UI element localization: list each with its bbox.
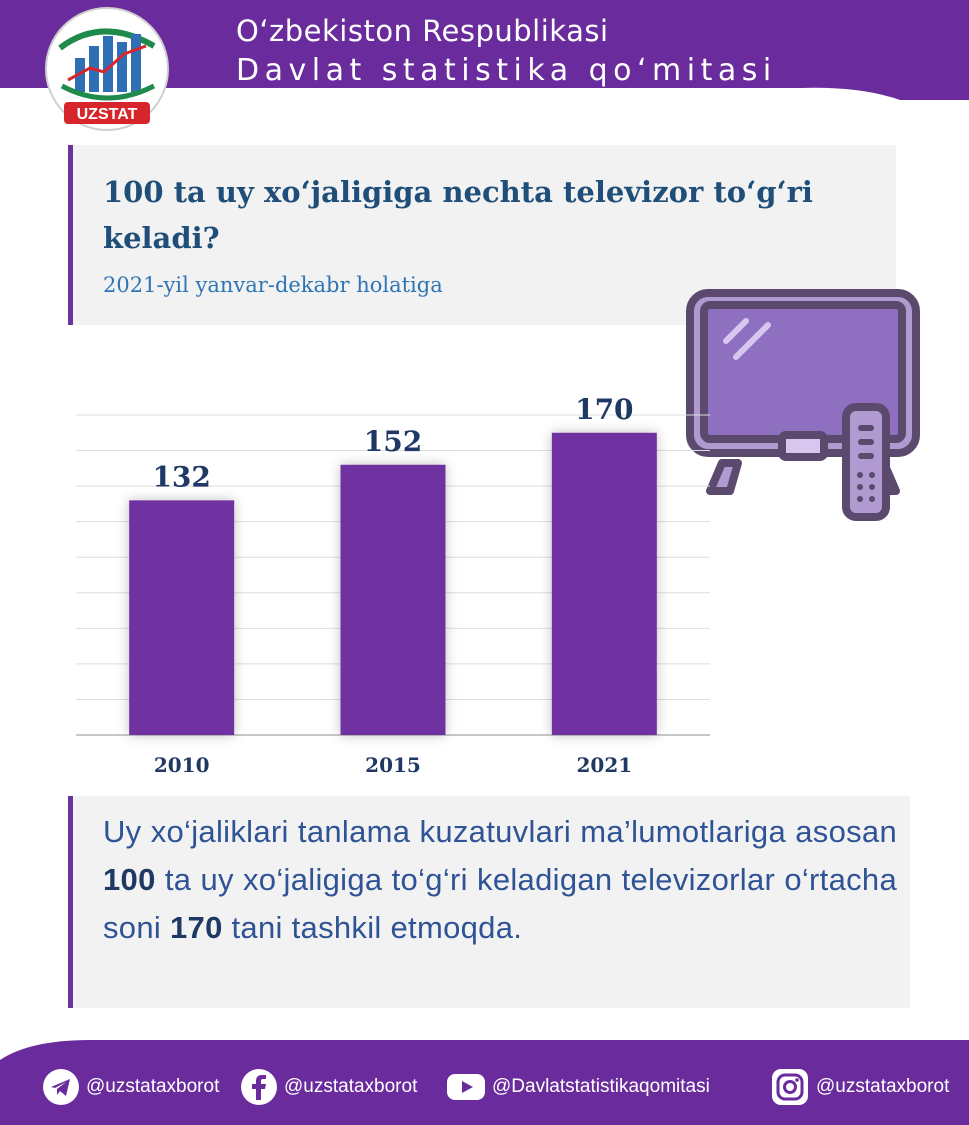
bar-2010: [129, 500, 235, 735]
info-text-part2: ta uy xo‘jaligiga to‘g‘ri keladigan tele…: [103, 862, 897, 945]
x-tick-label-2021: 2021: [576, 753, 632, 777]
telegram-handle: @uzstataxborot: [86, 1076, 220, 1097]
data-label-2010: 132: [152, 460, 210, 493]
x-tick-label-2010: 2010: [154, 753, 210, 777]
tv-icon: [686, 289, 920, 521]
header-background: [0, 0, 969, 100]
org-name-line1: O‘zbekiston Respublikasi: [236, 14, 609, 48]
bar-2021: [551, 432, 657, 735]
info-number-170: 170: [169, 910, 223, 945]
youtube-icon: [447, 1074, 485, 1100]
youtube-handle: @Davlatstatistikaqomitasi: [492, 1076, 710, 1097]
info-number-100: 100: [103, 862, 156, 897]
info-text-part3: tani tashkil etmoqda.: [222, 910, 523, 945]
header-banner: [0, 0, 969, 100]
data-label-2015: 152: [364, 425, 422, 458]
svg-text:UZSTAT: UZSTAT: [77, 106, 138, 123]
info-text: Uy xo‘jaliklari tanlama kuzatuvlari ma’l…: [103, 808, 897, 952]
telegram-icon: [43, 1069, 79, 1105]
bar-2015: [340, 464, 446, 735]
x-tick-label-2015: 2015: [365, 753, 421, 777]
instagram-link[interactable]: @uzstataxborot: [770, 1067, 949, 1107]
info-text-part1: Uy xo‘jaliklari tanlama kuzatuvlari ma’l…: [103, 814, 897, 849]
uzstat-logo: UZSTAT: [45, 7, 169, 131]
page-subtitle: 2021-yil yanvar-dekabr holatiga: [103, 273, 443, 297]
info-card: Uy xo‘jaliklari tanlama kuzatuvlari ma’l…: [68, 796, 910, 1008]
page-title: 100 ta uy xo‘jaligiga nechta televizor t…: [103, 175, 813, 255]
org-name-line2: Davlat statistika qo‘mitasi: [236, 53, 777, 88]
youtube-link[interactable]: @Davlatstatistikaqomitasi: [446, 1067, 710, 1107]
facebook-icon: [241, 1069, 277, 1105]
instagram-handle: @uzstataxborot: [816, 1076, 950, 1097]
data-label-2021: 170: [575, 393, 633, 426]
instagram-icon: [772, 1069, 808, 1105]
telegram-link[interactable]: @uzstataxborot: [42, 1067, 219, 1107]
bar-chart: 132 2010 152 2015 170 2021: [76, 393, 710, 777]
facebook-handle: @uzstataxborot: [284, 1076, 418, 1097]
facebook-link[interactable]: @uzstataxborot: [240, 1067, 417, 1107]
